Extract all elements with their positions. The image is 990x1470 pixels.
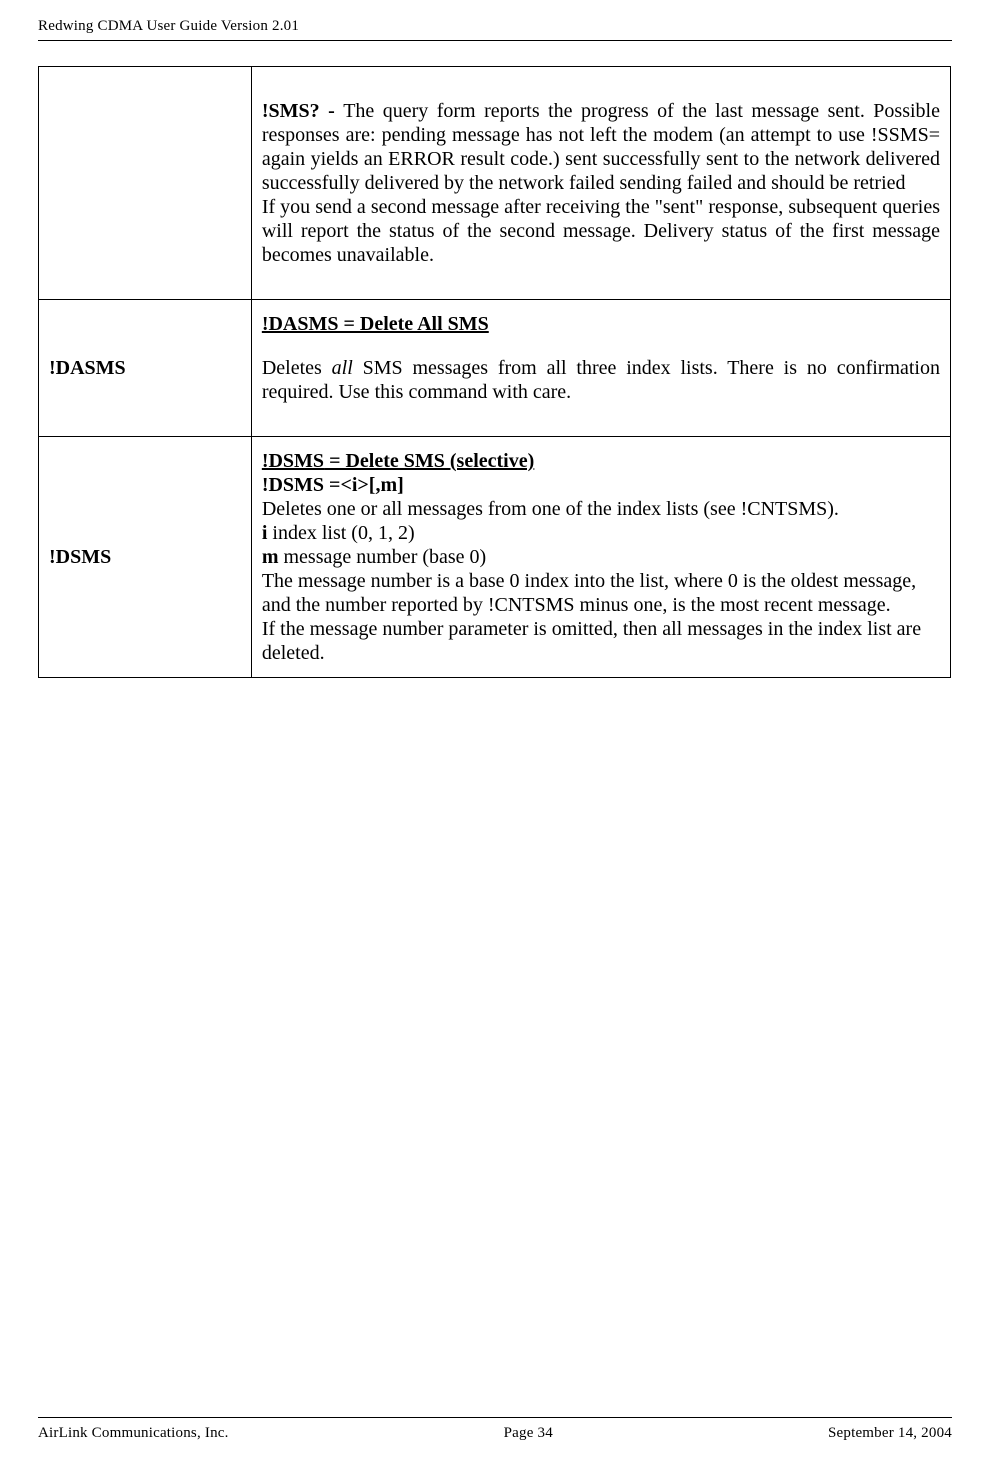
command-table: !SMS? - The query form reports the progr…	[38, 66, 951, 678]
param-desc: index list (0, 1, 2)	[267, 522, 414, 544]
cmd-cell	[39, 67, 252, 300]
table-row: !DASMS !DASMS = Delete All SMS Deletes a…	[39, 300, 951, 437]
desc-italic: all	[332, 357, 353, 379]
header-line	[38, 40, 952, 41]
table-row: !DSMS !DSMS = Delete SMS (selective) !DS…	[39, 437, 951, 678]
table-row: !SMS? - The query form reports the progr…	[39, 67, 951, 300]
cmd-title-bold: !DASMS	[262, 313, 339, 335]
cmd-title: !DSMS = Delete SMS (selective)	[262, 449, 940, 473]
cmd-syntax: !DSMS =<i>[,m]	[262, 473, 940, 497]
desc-cell: !DASMS = Delete All SMS Deletes all SMS …	[251, 300, 950, 437]
footer-left: AirLink Communications, Inc.	[38, 1425, 229, 1442]
cmd-cell: !DASMS	[39, 300, 252, 437]
desc-paragraph: The message number is a base 0 index int…	[262, 569, 940, 617]
header-title: Redwing CDMA User Guide Version 2.01	[38, 18, 299, 34]
desc-text: The query form reports the progress of t…	[262, 100, 940, 194]
desc-paragraph: i index list (0, 1, 2)	[262, 521, 940, 545]
param-desc: message number (base 0)	[279, 546, 487, 568]
cmd-label: !DASMS	[49, 357, 126, 379]
page-footer: AirLink Communications, Inc. Page 34 Sep…	[38, 1425, 952, 1442]
desc-paragraph: If the message number parameter is omitt…	[262, 617, 940, 665]
desc-paragraph: m message number (base 0)	[262, 545, 940, 569]
footer-line	[38, 1417, 952, 1418]
cmd-title-under: = Delete SMS (selective)	[324, 450, 534, 472]
cmd-cell: !DSMS	[39, 437, 252, 678]
cmd-heading: !SMS? -	[262, 100, 343, 122]
cmd-title: !DASMS = Delete All SMS	[262, 312, 940, 336]
desc-paragraph: Deletes one or all messages from one of …	[262, 497, 940, 521]
page-header: Redwing CDMA User Guide Version 2.01	[38, 18, 952, 35]
desc-text: SMS messages from all three index lists.…	[262, 357, 940, 403]
desc-paragraph: Deletes all SMS messages from all three …	[262, 356, 940, 404]
desc-cell: !SMS? - The query form reports the progr…	[251, 67, 950, 300]
footer-center: Page 34	[504, 1425, 553, 1442]
param-name: m	[262, 546, 279, 568]
desc-cell: !DSMS = Delete SMS (selective) !DSMS =<i…	[251, 437, 950, 678]
cmd-title-under: = Delete All SMS	[339, 313, 489, 335]
desc-paragraph: If you send a second message after recei…	[262, 195, 940, 267]
desc-paragraph: !SMS? - The query form reports the progr…	[262, 99, 940, 195]
cmd-title-bold: !DSMS	[262, 450, 324, 472]
desc-text: Deletes	[262, 357, 332, 379]
cmd-label: !DSMS	[49, 546, 111, 568]
footer-right: September 14, 2004	[828, 1425, 952, 1442]
